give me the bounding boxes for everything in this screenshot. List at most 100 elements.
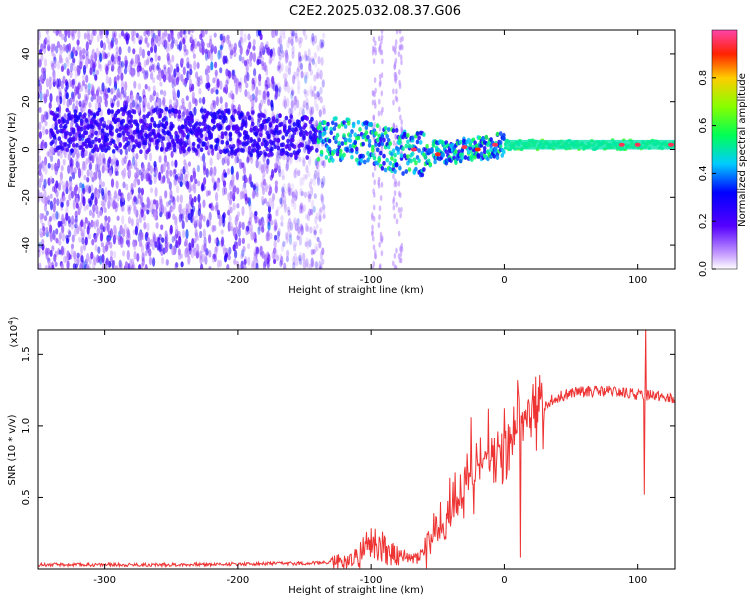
spectrogram-cell	[253, 255, 257, 262]
spectrogram-cell	[121, 60, 125, 68]
spectrogram-cell	[192, 183, 196, 190]
spectrogram-cell	[271, 116, 276, 121]
spectrogram-cell	[236, 147, 241, 153]
spectrogram-cell	[68, 97, 73, 106]
spectrogram-cell	[233, 258, 237, 265]
spectrogram-cell	[45, 78, 50, 88]
spectrogram-cell	[348, 133, 353, 139]
spectrogram-cell	[73, 228, 77, 237]
spectrogram-cell	[251, 110, 255, 115]
spectrogram-cell	[207, 49, 211, 60]
spectrogram-cell	[226, 167, 231, 175]
spectrogram-cell	[220, 229, 224, 235]
spectrogram-cell	[103, 148, 108, 153]
spectrogram-cell	[90, 192, 95, 201]
spectrogram-cell	[177, 248, 181, 256]
spectrogram-cell	[43, 95, 48, 104]
spectrogram-cell	[283, 203, 287, 213]
spectrogram-cell	[118, 133, 122, 138]
spectrogram-cell	[169, 75, 173, 82]
spectrogram-cell	[187, 115, 191, 121]
spectrogram-cell	[258, 89, 262, 96]
spectrogram-cell	[433, 159, 437, 165]
spectrogram-cell	[161, 256, 165, 265]
spectrogram-cell	[163, 64, 167, 70]
spectrogram-cell	[70, 243, 75, 250]
spectrogram-cell	[214, 237, 218, 245]
spectrogram-cell	[334, 139, 338, 145]
spectrogram-cell	[239, 125, 244, 131]
spectrogram-cell	[144, 264, 148, 269]
spectrogram-cell	[318, 240, 322, 249]
spectrogram-cell	[118, 69, 122, 76]
spectrogram-cell	[39, 91, 43, 102]
spectrogram-cell	[64, 30, 68, 37]
spectrogram-cell	[239, 36, 243, 44]
spectrogram-cell	[124, 81, 128, 92]
spectrogram-cell	[294, 126, 298, 132]
spectrogram-cell	[212, 184, 216, 192]
spectrogram-cell	[372, 244, 376, 251]
spectrogram-cell	[118, 143, 122, 149]
spectrogram-cell	[377, 179, 380, 186]
spectrogram-cell	[66, 260, 70, 269]
spectrogram-cell	[201, 183, 205, 192]
spectrogram-cell	[318, 122, 322, 127]
spectrogram-cell	[203, 141, 207, 147]
spectrogram-cell	[70, 247, 74, 257]
spectrogram-cell	[87, 222, 92, 230]
spectrogram-cell	[371, 45, 375, 52]
spectrogram-cell	[299, 187, 303, 197]
spectrogram-cell	[109, 256, 113, 263]
spectrogram-cell	[89, 120, 94, 126]
spectrogram-cell	[183, 210, 187, 220]
spectrogram-cell	[243, 33, 247, 43]
spectrogram-cell	[55, 30, 59, 36]
spectrogram-cell	[158, 134, 162, 139]
spectrogram-cell	[201, 46, 205, 56]
spectrogram-cell	[275, 124, 279, 130]
spectrogram-cell	[141, 202, 145, 209]
y-tick-label: 1.5	[21, 346, 32, 362]
spectrogram-cell	[207, 190, 211, 196]
spectrogram-cell	[398, 165, 402, 171]
spectrogram-cell	[94, 196, 98, 206]
spectrogram-cell	[319, 227, 323, 235]
spectrogram-cell	[294, 32, 298, 39]
spectrogram-cell	[126, 125, 130, 130]
spectrogram-cell	[377, 110, 381, 117]
spectrogram-cell	[160, 89, 164, 95]
spectrogram-cell	[298, 56, 302, 63]
spectrogram-cell	[386, 127, 391, 132]
spectrogram-cell	[51, 264, 55, 269]
spectrogram-cell	[65, 255, 69, 263]
spectrogram-cell	[315, 160, 319, 170]
spectrogram-cell	[84, 87, 88, 94]
y-tick-label: -20	[21, 189, 32, 205]
spectrogram-cell	[284, 72, 288, 79]
spectrogram-cell	[96, 34, 100, 43]
spectrogram-cell	[288, 160, 292, 166]
spectrogram-cell	[266, 90, 270, 98]
spectrogram-cell	[308, 192, 312, 203]
spectrogram-cell	[278, 168, 282, 178]
spectrogram-cell	[316, 91, 320, 98]
spectrogram-cell	[176, 44, 180, 50]
spectrogram-cell	[86, 176, 90, 183]
spectrogram-cell	[284, 49, 289, 59]
spectrogram-cell	[213, 182, 217, 190]
spectrogram-cell	[222, 186, 226, 197]
spectrogram-cell	[197, 76, 201, 83]
spectrogram-cell	[208, 265, 212, 269]
spectrogram-cell	[165, 211, 169, 220]
spectrogram-cell	[111, 30, 115, 39]
spectrogram-cell	[372, 155, 377, 161]
spectrogram-cell	[65, 119, 70, 125]
spectrogram-cell	[301, 156, 305, 164]
spectrogram-cell	[375, 147, 380, 153]
spectrogram-cell	[85, 157, 89, 165]
spectrogram-cell	[392, 198, 395, 205]
spectrogram-cell	[206, 73, 210, 83]
spectrogram-cell	[355, 146, 359, 152]
spectrogram-cell	[135, 93, 140, 101]
